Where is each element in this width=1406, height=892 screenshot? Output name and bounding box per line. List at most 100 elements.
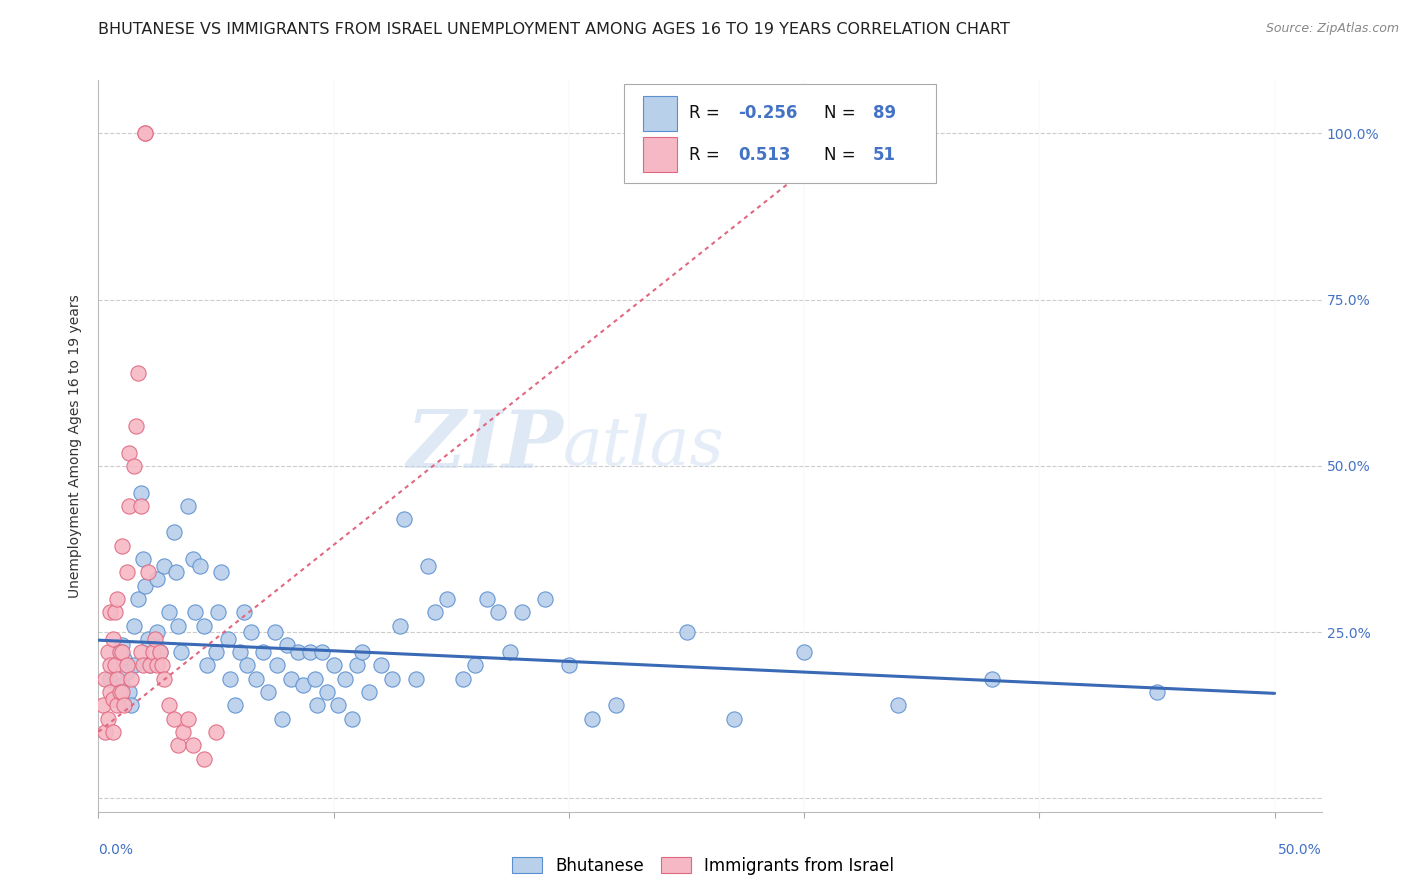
Point [153,558,176,573]
Point [723,712,745,726]
Point [510,605,533,619]
Point [195,658,218,673]
Point [120,698,142,713]
Text: 0.0%: 0.0% [98,843,134,857]
Point [240,625,263,640]
Text: R =: R = [689,104,725,122]
Point [205,725,228,739]
Point [370,658,392,673]
Point [94,672,117,686]
Point [134,127,156,141]
Text: 51: 51 [873,146,896,164]
Point [163,525,186,540]
Point [150,658,173,673]
Point [436,591,458,606]
Legend: Bhutanese, Immigrants from Israel: Bhutanese, Immigrants from Israel [512,856,894,875]
Point [170,645,193,659]
Point [108,685,131,699]
Text: ZIP: ZIP [406,408,564,484]
Point [388,618,411,632]
Point [188,558,211,573]
Point [115,665,138,679]
Point [224,698,246,713]
Point [793,645,815,659]
Point [163,712,186,726]
Point [228,645,250,659]
Point [111,639,134,653]
Point [125,419,148,434]
Point [266,658,288,673]
Point [98,605,121,619]
Point [139,658,162,673]
Point [280,672,302,686]
Point [335,672,357,686]
Point [165,566,187,580]
Point [141,645,163,659]
Point [342,712,364,726]
Point [139,658,162,673]
Point [149,645,172,659]
Point [304,672,326,686]
Point [134,127,156,141]
Point [252,645,274,659]
Point [132,552,155,566]
Point [219,672,242,686]
FancyBboxPatch shape [643,136,678,171]
FancyBboxPatch shape [624,84,936,183]
Point [157,605,180,619]
Point [181,552,204,566]
Point [129,485,152,500]
Point [381,672,404,686]
Text: N =: N = [824,146,860,164]
Point [464,658,486,673]
Point [146,625,169,640]
Point [209,566,232,580]
Point [157,698,180,713]
Point [143,632,166,646]
Point [108,645,131,659]
Point [1146,685,1168,699]
Point [98,658,121,673]
Point [315,685,337,699]
Text: 50.0%: 50.0% [1278,843,1322,857]
Point [115,658,138,673]
Point [104,691,127,706]
Point [111,678,134,692]
Point [122,618,145,632]
Point [118,445,141,459]
Point [486,605,509,619]
Point [172,725,194,739]
Point [184,605,207,619]
Point [101,691,124,706]
Point [256,685,278,699]
Point [136,632,159,646]
Point [292,678,315,692]
Point [181,738,204,752]
Point [193,751,215,765]
Point [104,658,127,673]
Point [981,672,1004,686]
Point [127,591,149,606]
Point [245,672,267,686]
Point [101,725,124,739]
FancyBboxPatch shape [643,96,678,131]
Point [392,512,416,526]
Point [94,725,117,739]
Point [605,698,627,713]
Point [97,712,120,726]
Point [98,672,121,686]
Point [105,672,128,686]
Point [120,672,142,686]
Text: N =: N = [824,104,860,122]
Point [263,625,285,640]
Point [346,658,368,673]
Point [111,645,134,659]
Point [149,645,172,659]
Point [167,618,190,632]
Point [132,658,155,673]
Point [177,712,200,726]
Point [105,591,128,606]
Point [115,566,138,580]
Point [193,618,215,632]
Text: -0.256: -0.256 [738,104,797,122]
